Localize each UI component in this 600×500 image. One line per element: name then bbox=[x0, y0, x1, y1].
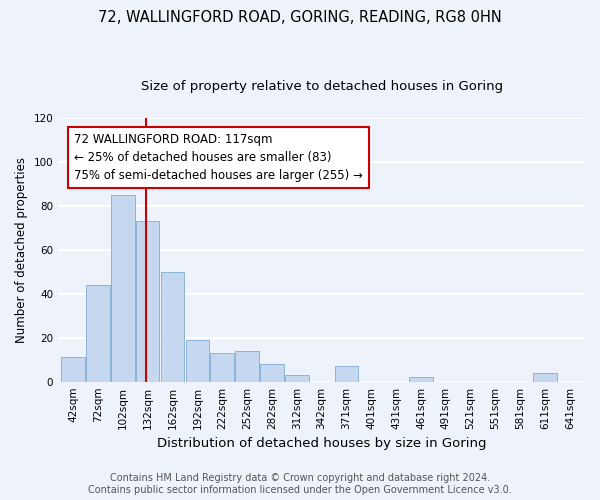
Bar bbox=[533, 373, 557, 382]
Bar bbox=[161, 272, 184, 382]
Text: 72, WALLINGFORD ROAD, GORING, READING, RG8 0HN: 72, WALLINGFORD ROAD, GORING, READING, R… bbox=[98, 10, 502, 25]
Y-axis label: Number of detached properties: Number of detached properties bbox=[15, 156, 28, 342]
Bar bbox=[260, 364, 284, 382]
Text: Contains HM Land Registry data © Crown copyright and database right 2024.
Contai: Contains HM Land Registry data © Crown c… bbox=[88, 474, 512, 495]
Bar bbox=[61, 358, 85, 382]
Title: Size of property relative to detached houses in Goring: Size of property relative to detached ho… bbox=[140, 80, 503, 93]
Bar bbox=[285, 375, 308, 382]
Bar bbox=[185, 340, 209, 382]
Bar bbox=[335, 366, 358, 382]
Bar bbox=[235, 351, 259, 382]
Bar bbox=[211, 353, 234, 382]
Text: 72 WALLINGFORD ROAD: 117sqm
← 25% of detached houses are smaller (83)
75% of sem: 72 WALLINGFORD ROAD: 117sqm ← 25% of det… bbox=[74, 133, 363, 182]
Bar bbox=[111, 194, 134, 382]
Bar bbox=[409, 378, 433, 382]
Bar bbox=[86, 285, 110, 382]
Bar bbox=[136, 221, 160, 382]
X-axis label: Distribution of detached houses by size in Goring: Distribution of detached houses by size … bbox=[157, 437, 487, 450]
